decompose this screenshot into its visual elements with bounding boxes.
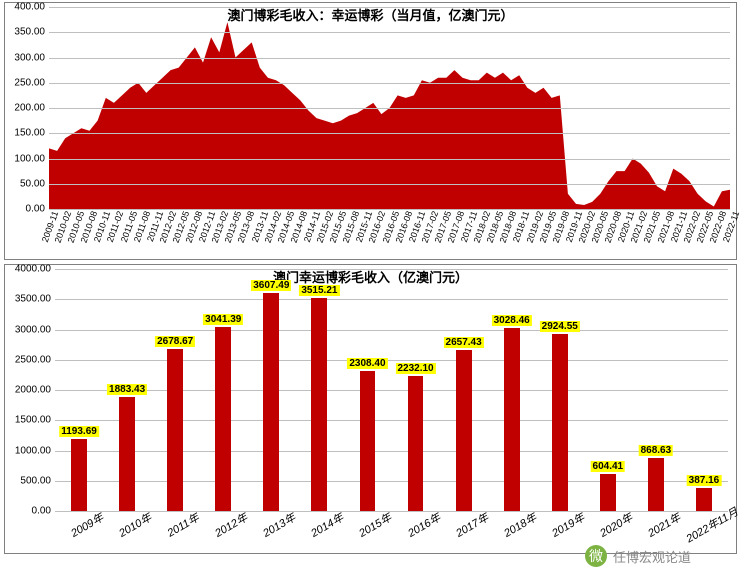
gridline [55, 390, 728, 391]
gridline [55, 451, 728, 452]
x-tick-label: 2014年 [304, 502, 347, 541]
y-tick-label: 2500.00 [15, 354, 55, 365]
gridline [55, 299, 728, 300]
gridline [49, 32, 730, 33]
x-tick-label: 2019年 [544, 502, 587, 541]
x-tick-label: 2013年 [256, 502, 299, 541]
area-series [49, 22, 730, 209]
bar [167, 349, 183, 511]
bar-value-label: 1883.43 [107, 384, 147, 395]
y-tick-label: 250.00 [14, 77, 49, 88]
bar [71, 439, 87, 511]
bar-value-label: 2657.43 [444, 337, 484, 348]
bottom-plot-area: 0.00500.001000.001500.002000.002500.0030… [55, 269, 728, 511]
x-tick-label: 2015年 [352, 502, 395, 541]
bar [119, 397, 135, 511]
gridline [55, 330, 728, 331]
bar [215, 327, 231, 511]
gridline [55, 481, 728, 482]
bar-value-label: 2678.67 [155, 336, 195, 347]
watermark: 微 任博宏观论道 [585, 545, 691, 567]
x-tick-label: 2021年 [641, 502, 684, 541]
y-tick-label: 400.00 [14, 2, 49, 13]
gridline [49, 58, 730, 59]
bar [600, 474, 616, 511]
gridline [49, 184, 730, 185]
bar [504, 328, 520, 511]
monthly-revenue-area-chart: 澳门博彩毛收入：幸运博彩（当月值，亿澳门元） 0.0050.00100.0015… [4, 2, 737, 260]
x-tick-label: 2017年 [448, 502, 491, 541]
watermark-text: 任博宏观论道 [613, 547, 691, 566]
bar [263, 293, 279, 511]
gridline [49, 83, 730, 84]
y-tick-label: 1500.00 [15, 415, 55, 426]
bar-value-label: 2924.55 [540, 321, 580, 332]
bar-value-label: 1193.69 [59, 426, 99, 437]
bar [360, 371, 376, 511]
y-tick-label: 200.00 [14, 103, 49, 114]
y-tick-label: 4000.00 [15, 264, 55, 275]
bar-value-label: 604.41 [591, 461, 626, 472]
gridline [55, 269, 728, 270]
wechat-icon: 微 [585, 545, 607, 567]
x-tick-label: 2010年 [112, 502, 155, 541]
annual-revenue-bar-chart: 澳门幸运博彩毛收入（亿澳门元） 0.00500.001000.001500.00… [4, 264, 737, 554]
y-tick-label: 100.00 [14, 153, 49, 164]
gridline [49, 108, 730, 109]
bar-value-label: 387.16 [687, 475, 722, 486]
y-tick-label: 350.00 [14, 27, 49, 38]
bar-value-label: 3028.46 [492, 315, 532, 326]
y-tick-label: 0.00 [32, 506, 55, 517]
y-tick-label: 50.00 [20, 178, 49, 189]
y-tick-label: 500.00 [20, 475, 55, 486]
bar [552, 334, 568, 511]
x-tick-label: 2016年 [400, 502, 443, 541]
x-tick-label: 2020年 [592, 502, 635, 541]
y-tick-label: 3500.00 [15, 294, 55, 305]
y-tick-label: 2000.00 [15, 385, 55, 396]
gridline [49, 133, 730, 134]
x-tick-label: 2009年 [64, 502, 107, 541]
bar-value-label: 2308.40 [347, 358, 387, 369]
top-plot-area: 0.0050.00100.00150.00200.00250.00300.003… [49, 7, 730, 209]
bar [456, 350, 472, 511]
bar-value-label: 3515.21 [299, 285, 339, 296]
y-tick-label: 300.00 [14, 52, 49, 63]
y-tick-label: 1000.00 [15, 445, 55, 456]
bar-value-label: 2232.10 [395, 363, 435, 374]
bar-value-label: 3607.49 [251, 280, 291, 291]
bar-value-label: 3041.39 [203, 314, 243, 325]
bar [311, 298, 327, 511]
y-tick-label: 0.00 [26, 204, 49, 215]
y-tick-label: 3000.00 [15, 324, 55, 335]
gridline [49, 7, 730, 8]
y-tick-label: 150.00 [14, 128, 49, 139]
gridline [55, 420, 728, 421]
gridline [49, 159, 730, 160]
bar [408, 376, 424, 511]
bar [648, 458, 664, 511]
x-tick-label: 2018年 [496, 502, 539, 541]
bar-value-label: 868.63 [639, 445, 674, 456]
gridline [55, 360, 728, 361]
x-tick-label: 2012年 [208, 502, 251, 541]
